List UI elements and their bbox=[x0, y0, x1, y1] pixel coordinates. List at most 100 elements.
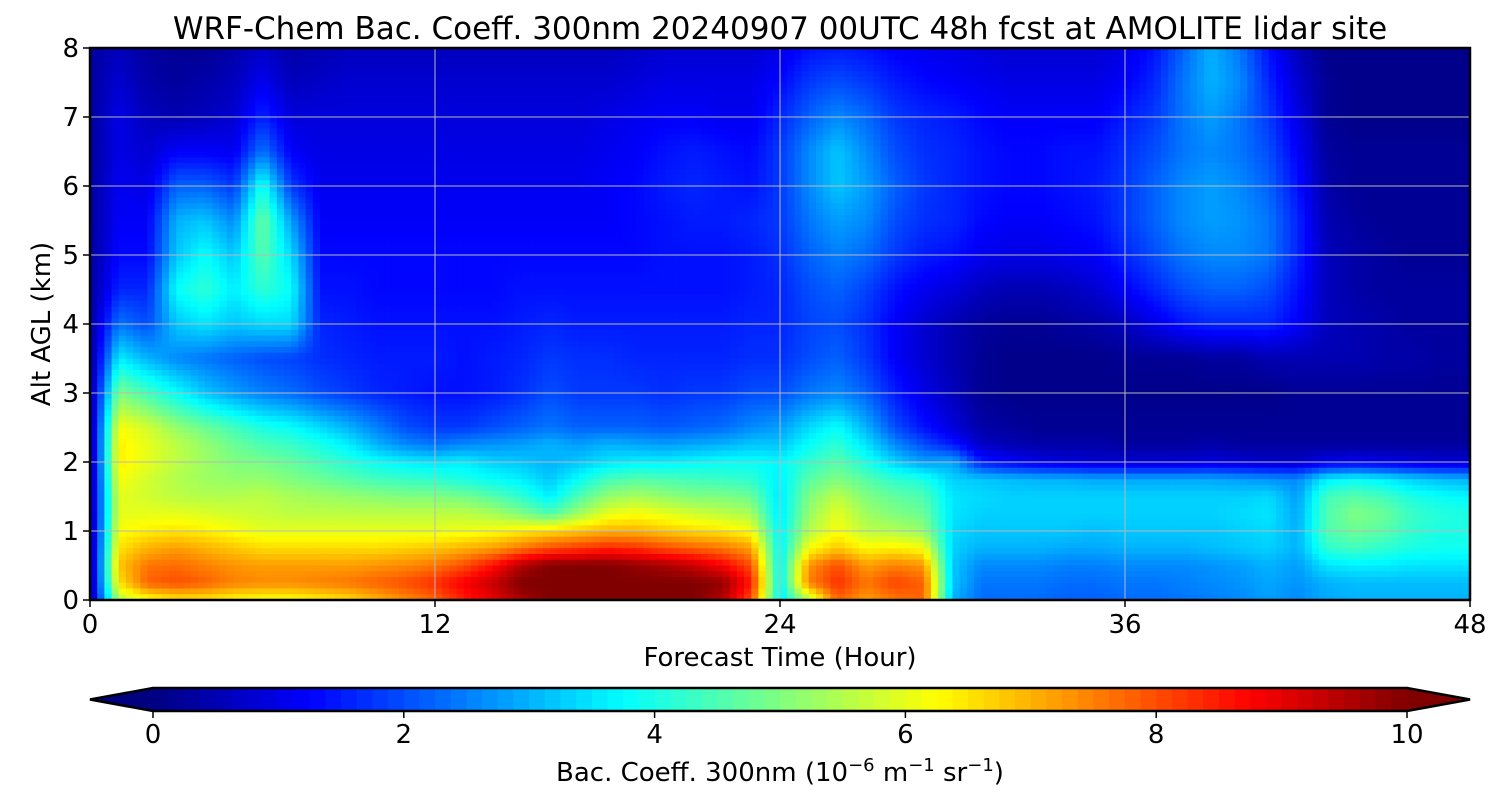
heatmap-cell bbox=[377, 151, 386, 158]
heatmap-cell bbox=[952, 157, 961, 164]
heatmap-cell bbox=[341, 163, 350, 170]
heatmap-cell bbox=[1347, 59, 1356, 66]
heatmap-cell bbox=[959, 174, 968, 181]
heatmap-cell bbox=[406, 76, 415, 84]
heatmap-cell bbox=[614, 128, 623, 135]
heatmap-cell bbox=[1045, 94, 1054, 101]
heatmap-cell bbox=[1340, 105, 1349, 112]
heatmap-cell bbox=[305, 180, 314, 187]
heatmap-cell bbox=[657, 117, 666, 124]
heatmap-cell bbox=[945, 186, 954, 193]
heatmap-cell bbox=[1175, 157, 1184, 164]
heatmap-cell bbox=[693, 99, 702, 107]
heatmap-cell bbox=[859, 186, 867, 193]
heatmap-cell bbox=[636, 145, 645, 153]
heatmap-cell bbox=[226, 71, 235, 78]
heatmap-cell bbox=[1232, 163, 1241, 170]
heatmap-cell bbox=[988, 145, 997, 153]
heatmap-cell bbox=[1002, 140, 1011, 147]
heatmap-cell bbox=[909, 48, 918, 55]
heatmap-cell bbox=[772, 122, 781, 130]
heatmap-cell bbox=[722, 88, 731, 95]
heatmap-cell bbox=[887, 140, 896, 147]
heatmap-cell bbox=[248, 76, 256, 84]
heatmap-cell bbox=[1268, 122, 1277, 130]
heatmap-cell bbox=[161, 174, 170, 181]
heatmap-cell bbox=[1081, 82, 1090, 89]
heatmap-cell bbox=[1053, 140, 1061, 147]
heatmap-cell bbox=[90, 197, 98, 204]
heatmap-cell bbox=[190, 76, 199, 84]
heatmap-cell bbox=[794, 151, 803, 158]
heatmap-cell bbox=[923, 65, 932, 72]
heatmap-cell bbox=[1053, 163, 1061, 170]
heatmap-cell bbox=[636, 128, 645, 135]
heatmap-cell bbox=[1017, 174, 1025, 181]
heatmap-cell bbox=[1434, 128, 1442, 135]
heatmap-cell bbox=[959, 65, 968, 72]
heatmap-cell bbox=[966, 53, 975, 61]
heatmap-cell bbox=[1024, 157, 1033, 164]
heatmap-cell bbox=[801, 134, 810, 141]
heatmap-cell bbox=[97, 53, 105, 61]
heatmap-cell bbox=[1182, 163, 1191, 170]
heatmap-cell bbox=[866, 157, 875, 164]
heatmap-cell bbox=[312, 76, 321, 84]
heatmap-cell bbox=[578, 117, 587, 124]
heatmap-cell bbox=[974, 128, 982, 135]
heatmap-cell bbox=[363, 59, 371, 66]
heatmap-cell bbox=[90, 145, 98, 153]
heatmap-cell bbox=[593, 88, 601, 95]
heatmap-cell bbox=[312, 65, 321, 72]
heatmap-cell bbox=[528, 128, 537, 135]
heatmap-cell bbox=[212, 117, 220, 124]
heatmap-cell bbox=[118, 191, 127, 199]
heatmap-cell bbox=[370, 65, 379, 72]
heatmap-cell bbox=[305, 111, 314, 118]
heatmap-cell bbox=[1283, 186, 1291, 193]
heatmap-cell bbox=[708, 140, 716, 147]
heatmap-cell bbox=[1010, 128, 1018, 135]
heatmap-cell bbox=[1045, 128, 1054, 135]
heatmap-cell bbox=[1139, 111, 1148, 118]
heatmap-cell bbox=[499, 186, 508, 193]
heatmap-cell bbox=[823, 53, 831, 61]
heatmap-cell bbox=[1168, 65, 1176, 72]
heatmap-cell bbox=[1002, 99, 1011, 107]
heatmap-cell bbox=[1405, 105, 1414, 112]
heatmap-cell bbox=[578, 151, 587, 158]
heatmap-cell bbox=[945, 59, 954, 66]
heatmap-cell bbox=[1340, 48, 1349, 55]
heatmap-cell bbox=[255, 140, 264, 147]
heatmap-cell bbox=[399, 122, 407, 130]
heatmap-cell bbox=[118, 151, 127, 158]
heatmap-cell bbox=[190, 151, 199, 158]
heatmap-cell bbox=[815, 168, 824, 176]
heatmap-cell bbox=[1175, 99, 1184, 107]
heatmap-cell bbox=[636, 59, 645, 66]
heatmap-cell bbox=[715, 71, 724, 78]
heatmap-cell bbox=[787, 174, 795, 181]
heatmap-cell bbox=[377, 186, 386, 193]
heatmap-cell bbox=[133, 71, 141, 78]
heatmap-cell bbox=[90, 163, 98, 170]
heatmap-cell bbox=[334, 163, 343, 170]
heatmap-cell bbox=[420, 151, 429, 158]
heatmap-cell bbox=[629, 71, 637, 78]
heatmap-cell bbox=[125, 94, 134, 101]
heatmap-cell bbox=[384, 71, 393, 78]
heatmap-cell bbox=[1089, 53, 1097, 61]
heatmap-cell bbox=[959, 134, 968, 141]
heatmap-cell bbox=[607, 105, 616, 112]
heatmap-cell bbox=[708, 94, 716, 101]
heatmap-cell bbox=[1254, 48, 1263, 55]
heatmap-cell bbox=[650, 163, 659, 170]
heatmap-cell bbox=[1326, 105, 1335, 112]
heatmap-cell bbox=[564, 88, 573, 95]
heatmap-cell bbox=[909, 134, 918, 141]
heatmap-cell bbox=[176, 76, 185, 84]
heatmap-cell bbox=[722, 151, 731, 158]
heatmap-cell bbox=[988, 99, 997, 107]
heatmap-cell bbox=[535, 53, 544, 61]
heatmap-cell bbox=[427, 99, 436, 107]
